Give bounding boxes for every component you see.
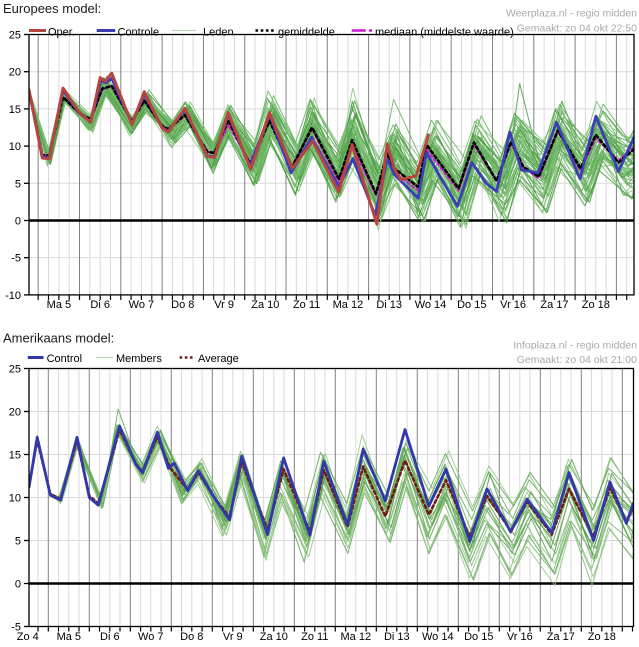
svg-text:Zo 11: Zo 11 bbox=[293, 299, 320, 311]
svg-text:Ma 12: Ma 12 bbox=[341, 631, 372, 643]
svg-text:Di 13: Di 13 bbox=[384, 631, 410, 643]
svg-text:Wo 14: Wo 14 bbox=[422, 631, 454, 643]
svg-text:Vr 16: Vr 16 bbox=[500, 299, 526, 311]
svg-text:5: 5 bbox=[15, 178, 21, 190]
svg-text:-5: -5 bbox=[11, 622, 21, 634]
svg-text:Amerikaans model:: Amerikaans model: bbox=[3, 331, 114, 346]
svg-text:Di 13: Di 13 bbox=[376, 299, 402, 311]
svg-text:0: 0 bbox=[15, 216, 21, 228]
svg-text:20: 20 bbox=[9, 407, 21, 419]
svg-text:Wo 14: Wo 14 bbox=[415, 299, 447, 311]
svg-text:Europees model:: Europees model: bbox=[3, 1, 101, 16]
svg-text:Wo 7: Wo 7 bbox=[138, 631, 163, 643]
svg-text:Members: Members bbox=[116, 353, 162, 365]
svg-text:Vr 9: Vr 9 bbox=[223, 631, 243, 643]
svg-text:Zo 11: Zo 11 bbox=[301, 631, 328, 643]
svg-text:Zo 18: Zo 18 bbox=[582, 299, 610, 311]
svg-text:mediaan (middelste waarde): mediaan (middelste waarde) bbox=[375, 27, 514, 39]
svg-text:Do 15: Do 15 bbox=[464, 631, 493, 643]
svg-text:Control: Control bbox=[47, 353, 82, 365]
svg-text:Za 10: Za 10 bbox=[251, 299, 279, 311]
svg-text:25: 25 bbox=[9, 364, 21, 376]
svg-text:15: 15 bbox=[9, 450, 21, 462]
svg-text:Zo 4: Zo 4 bbox=[17, 631, 39, 643]
svg-text:10: 10 bbox=[9, 141, 21, 153]
svg-text:Infoplaza.nl - regio midden: Infoplaza.nl - regio midden bbox=[513, 340, 637, 352]
svg-text:-5: -5 bbox=[11, 253, 21, 265]
svg-text:15: 15 bbox=[9, 104, 21, 116]
svg-text:Zo 18: Zo 18 bbox=[588, 631, 616, 643]
svg-text:0: 0 bbox=[15, 579, 21, 591]
svg-text:Di 6: Di 6 bbox=[100, 631, 120, 643]
svg-text:gemiddelde: gemiddelde bbox=[278, 27, 335, 39]
svg-text:Ma 5: Ma 5 bbox=[47, 299, 71, 311]
svg-text:Za 10: Za 10 bbox=[260, 631, 288, 643]
svg-text:20: 20 bbox=[9, 67, 21, 79]
svg-text:5: 5 bbox=[15, 536, 21, 548]
svg-text:Wo 7: Wo 7 bbox=[129, 299, 154, 311]
svg-text:Za 17: Za 17 bbox=[547, 631, 575, 643]
svg-text:-10: -10 bbox=[5, 290, 21, 302]
svg-text:Vr 9: Vr 9 bbox=[214, 299, 234, 311]
svg-text:10: 10 bbox=[9, 493, 21, 505]
svg-text:Di 6: Di 6 bbox=[90, 299, 110, 311]
svg-text:Do 15: Do 15 bbox=[457, 299, 486, 311]
svg-text:Vr 16: Vr 16 bbox=[507, 631, 533, 643]
svg-text:Do 8: Do 8 bbox=[171, 299, 194, 311]
svg-text:Weerplaza.nl - regio midden: Weerplaza.nl - regio midden bbox=[506, 8, 637, 20]
svg-text:Average: Average bbox=[198, 353, 239, 365]
svg-text:Za 17: Za 17 bbox=[540, 299, 568, 311]
svg-text:25: 25 bbox=[9, 30, 21, 42]
svg-text:Leden: Leden bbox=[203, 27, 234, 39]
svg-text:Gemaakt: zo 04 okt 22:50: Gemaakt: zo 04 okt 22:50 bbox=[517, 23, 637, 35]
svg-text:Oper.: Oper. bbox=[48, 27, 75, 39]
svg-text:Controle: Controle bbox=[118, 27, 160, 39]
svg-text:Ma 12: Ma 12 bbox=[333, 299, 364, 311]
svg-text:Do 8: Do 8 bbox=[180, 631, 203, 643]
svg-text:Ma 5: Ma 5 bbox=[57, 631, 81, 643]
svg-text:Gemaakt: zo 04 okt 21:00: Gemaakt: zo 04 okt 21:00 bbox=[517, 354, 637, 366]
